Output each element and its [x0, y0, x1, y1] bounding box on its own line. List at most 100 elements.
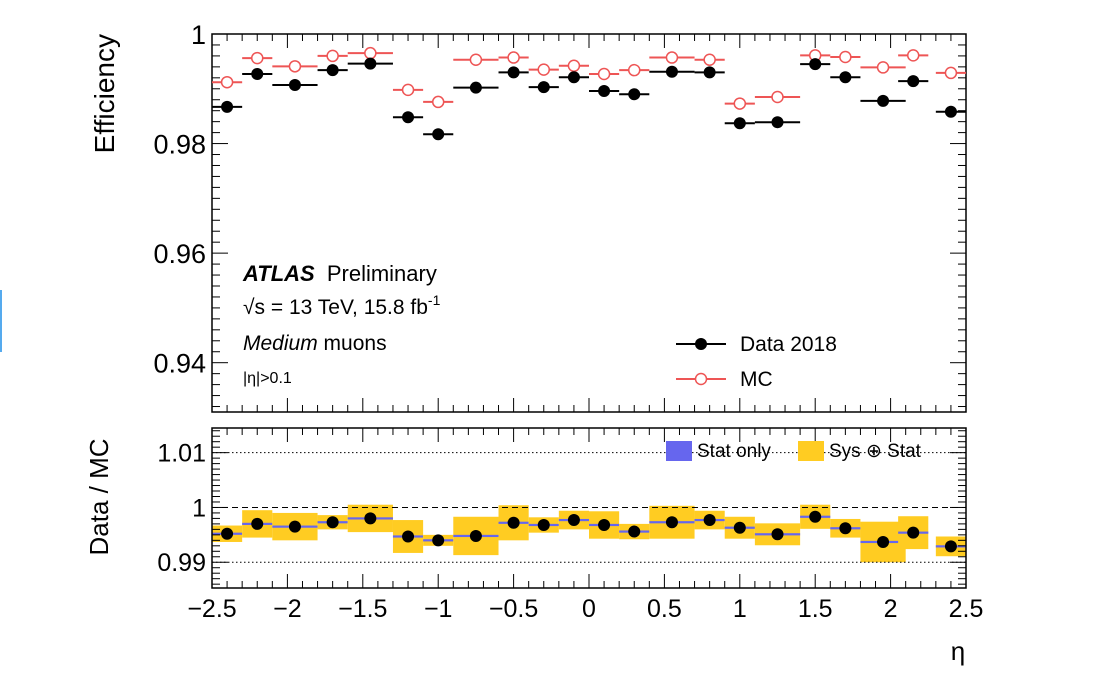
- legend-data-label: Data 2018: [740, 333, 837, 356]
- lower-reference-lines: [212, 452, 966, 563]
- legend-data-marker: [695, 338, 707, 350]
- mc-point: [431, 95, 445, 109]
- ratio-point: [703, 514, 716, 527]
- data-point: [469, 81, 482, 94]
- data-point: [507, 66, 520, 79]
- mc-point: [906, 49, 920, 62]
- upper-legend: Data 2018 MC: [676, 333, 837, 391]
- upper-y-tick-label: 0.96: [153, 239, 206, 269]
- eta-cut-label: |η|>0.1: [243, 370, 292, 387]
- upper-y-tick-label: 0.98: [153, 130, 206, 160]
- x-tick-label: 1: [733, 595, 747, 623]
- edge-accent: [0, 290, 2, 352]
- lumi-exponent: -1: [428, 292, 441, 308]
- data-point: [288, 78, 301, 91]
- x-tick-label: −2.5: [187, 595, 236, 623]
- x-tick-label: 2.5: [949, 595, 984, 623]
- lower-plot-area: [221, 510, 957, 553]
- x-tick-label: −0.5: [489, 595, 538, 623]
- x-tick-label: 1.5: [798, 595, 833, 623]
- data-point: [537, 81, 550, 94]
- data-point: [771, 116, 784, 129]
- upper-y-axis-label: Efficiency: [89, 34, 120, 153]
- ratio-point: [771, 528, 784, 541]
- data-point: [567, 71, 580, 84]
- ratio-point: [567, 514, 580, 527]
- data-point: [432, 128, 445, 141]
- ratio-point: [507, 516, 520, 529]
- lower-y-tick-label: 0.99: [157, 549, 206, 577]
- mc-point: [703, 53, 716, 66]
- mc-point: [567, 59, 581, 73]
- x-axis-label: η: [951, 636, 965, 666]
- selection-label: Medium muons: [243, 332, 387, 355]
- ratio-point: [809, 510, 822, 523]
- legend-syst-swatch: [798, 441, 824, 461]
- x-tick-label: 0: [582, 595, 596, 623]
- data-point: [628, 88, 641, 101]
- ratio-point: [432, 534, 445, 547]
- data-point: [251, 67, 264, 80]
- ratio-point: [221, 527, 234, 540]
- x-tick-label: 0.5: [647, 595, 682, 623]
- ratio-point: [598, 518, 611, 531]
- ratio-point: [326, 516, 339, 529]
- ratio-point: [839, 522, 852, 535]
- data-point: [402, 111, 415, 124]
- lower-y-tick-label: 1.01: [157, 440, 206, 468]
- ratio-point: [469, 529, 482, 542]
- mc-point: [469, 53, 483, 66]
- mc-point: [364, 46, 377, 60]
- mc-point: [771, 90, 784, 104]
- energy-label: √s = 13 TeV, 15.8 fb-1: [243, 292, 441, 319]
- legend-stat-swatch: [666, 441, 692, 461]
- ratio-point: [907, 526, 920, 539]
- legend-stat-label: Stat only: [697, 441, 771, 462]
- mc-point: [627, 63, 641, 77]
- x-tick-label: 2: [884, 595, 898, 623]
- mc-point: [401, 83, 415, 97]
- atlas-label: ATLAS: [242, 261, 315, 286]
- mc-point: [876, 61, 890, 74]
- upper-plot-area: [212, 46, 966, 141]
- lower-y-tick-label: 1: [192, 494, 206, 522]
- legend-syst-label: Sys ⊕ Stat: [829, 441, 922, 462]
- lower-bands: [212, 504, 966, 563]
- x-tick-label: −2: [273, 595, 302, 623]
- mc-point: [665, 51, 679, 64]
- legend-mc-marker: [694, 372, 708, 386]
- legend-mc-label: MC: [740, 368, 773, 391]
- x-tick-label: −1.5: [338, 595, 387, 623]
- mc-point: [250, 51, 264, 65]
- mc-point: [944, 66, 958, 80]
- ratio-point: [628, 525, 641, 538]
- upper-y-axis: 0.94 0.96 0.98 1: [153, 20, 966, 408]
- ratio-point: [877, 535, 890, 548]
- ratio-point: [251, 517, 264, 530]
- lower-y-axis-label: Data / MC: [84, 438, 114, 555]
- data-point: [598, 84, 611, 97]
- selection-italic: Medium: [243, 332, 318, 355]
- data-point: [944, 105, 957, 118]
- ratio-point: [364, 512, 377, 525]
- data-point: [665, 65, 678, 78]
- mc-point: [220, 75, 234, 89]
- lower-y-axis: 0.99 1 1.01: [157, 430, 966, 585]
- mc-point: [537, 63, 551, 76]
- ratio-point: [402, 530, 415, 543]
- lower-x-axis: −2.5 −2 −1.5 −1 −0.5 0 0.5 1 1.5 2 2.5: [187, 428, 983, 623]
- data-point: [733, 117, 746, 130]
- ratio-point: [733, 521, 746, 534]
- ratio-point: [288, 520, 301, 533]
- data-point: [809, 58, 822, 71]
- data-point: [839, 71, 852, 84]
- upper-y-tick-label: 0.94: [153, 349, 206, 379]
- ratio-point: [665, 516, 678, 529]
- data-point: [364, 57, 377, 70]
- lower-legend: Stat only Sys ⊕ Stat: [666, 441, 922, 462]
- mc-point: [597, 67, 611, 81]
- data-point: [703, 66, 716, 79]
- mc-point: [288, 60, 302, 73]
- ratio-point: [944, 540, 957, 553]
- data-point: [907, 75, 920, 88]
